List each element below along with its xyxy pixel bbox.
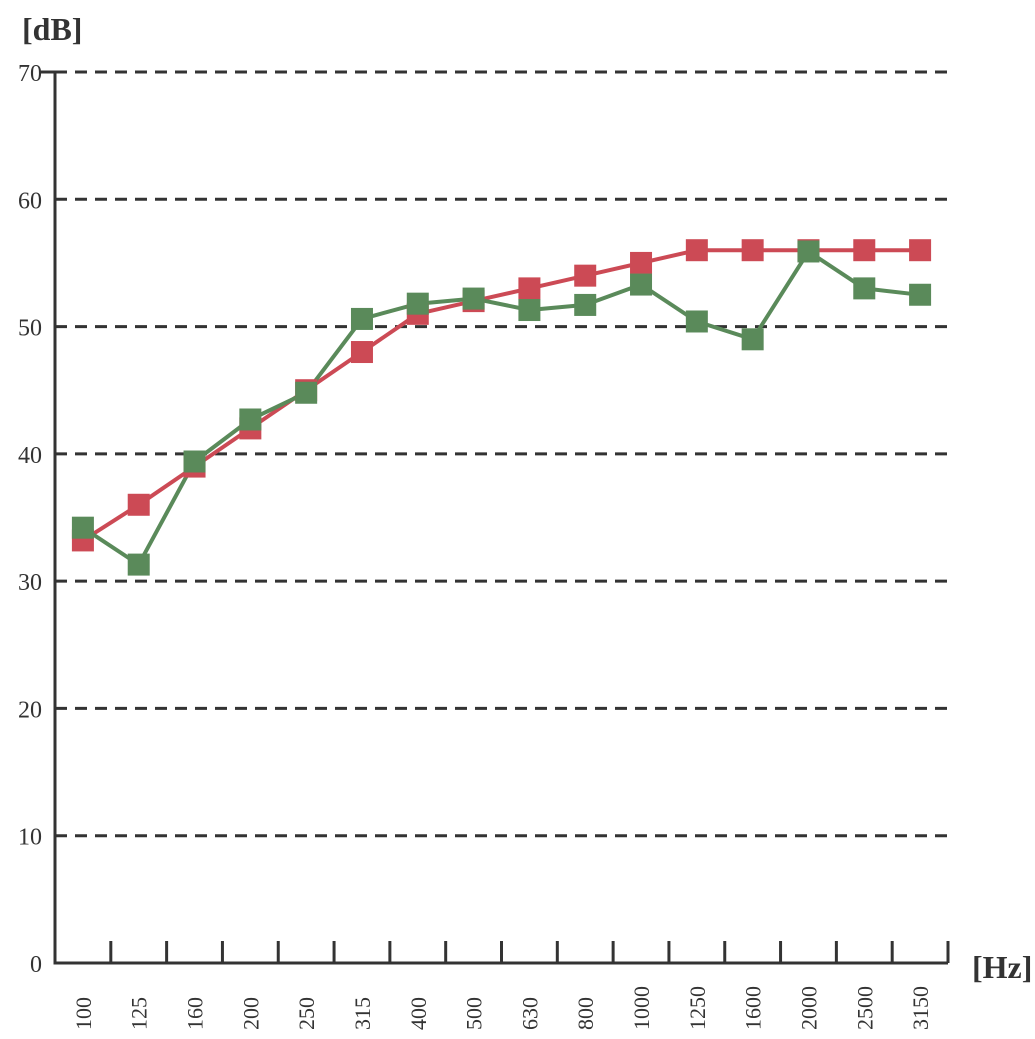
data-point — [853, 239, 876, 262]
y-axis-title: [dB] — [22, 11, 82, 47]
x-tick-label: 200 — [238, 997, 263, 1030]
series-line — [81, 248, 921, 543]
data-point — [518, 277, 541, 300]
x-tick-label: 1600 — [741, 986, 766, 1030]
data-point — [462, 287, 485, 310]
series-layer — [71, 239, 932, 576]
data-point — [183, 450, 206, 473]
data-point — [685, 310, 708, 333]
y-tick-labels: 0 10 20 30 40 50 60 70 — [18, 61, 42, 978]
x-tick-label: 1000 — [629, 986, 654, 1030]
x-tick-label: 400 — [406, 997, 431, 1030]
axes — [41, 70, 950, 965]
y-tick-label: 50 — [18, 316, 42, 342]
data-point — [127, 493, 150, 516]
data-point — [685, 239, 708, 262]
x-tick-labels: 100 125 160 200 250 315 400 500 630 800 1000 1250 16… — [71, 986, 933, 1030]
y-tick-label: 30 — [18, 570, 42, 596]
data-point — [574, 293, 597, 316]
x-tick-label: 125 — [127, 997, 152, 1030]
data-point — [797, 240, 820, 263]
data-point — [350, 307, 373, 330]
y-tick-label: 20 — [18, 697, 42, 723]
data-point — [71, 516, 94, 539]
y-tick-label: 70 — [18, 61, 42, 87]
x-tick-label: 3150 — [908, 986, 933, 1030]
x-tick-label: 315 — [350, 997, 375, 1030]
data-point — [741, 328, 764, 351]
data-point — [909, 283, 932, 306]
y-tick-label: 60 — [18, 188, 42, 214]
data-point — [909, 239, 932, 262]
data-point — [239, 408, 262, 431]
data-point — [350, 341, 373, 364]
x-axis-title: [Hz] — [972, 949, 1032, 985]
data-point — [630, 273, 653, 296]
y-tick-label: 10 — [18, 825, 42, 851]
series-line — [81, 249, 921, 567]
data-point — [295, 381, 318, 404]
data-point — [630, 251, 653, 274]
x-tick-label: 800 — [573, 997, 598, 1030]
x-tick-label: 500 — [462, 997, 487, 1030]
data-point — [518, 299, 541, 322]
x-tick-label: 160 — [183, 997, 208, 1030]
x-tick-label: 630 — [517, 997, 542, 1030]
data-point — [853, 277, 876, 300]
x-tick-label: 2000 — [796, 986, 821, 1030]
data-point — [406, 292, 429, 315]
data-point — [741, 239, 764, 262]
data-point — [574, 264, 597, 287]
x-tick-label: 100 — [71, 997, 96, 1030]
data-point — [127, 553, 150, 576]
y-tick-label: 0 — [30, 952, 42, 978]
x-tick-label: 1250 — [685, 986, 710, 1030]
x-tick-label: 250 — [294, 997, 319, 1030]
x-tick-label: 2500 — [852, 986, 877, 1030]
y-tick-label: 40 — [18, 443, 42, 469]
